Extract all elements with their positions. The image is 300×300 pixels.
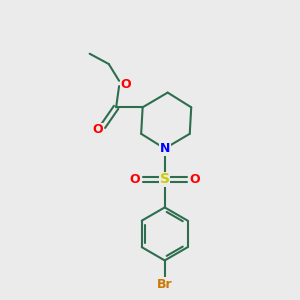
Text: S: S [160,172,170,186]
Text: O: O [190,173,200,186]
Text: Br: Br [157,278,172,291]
Text: O: O [129,173,140,186]
Text: O: O [92,124,103,136]
Text: N: N [160,142,170,155]
Text: O: O [120,78,131,91]
